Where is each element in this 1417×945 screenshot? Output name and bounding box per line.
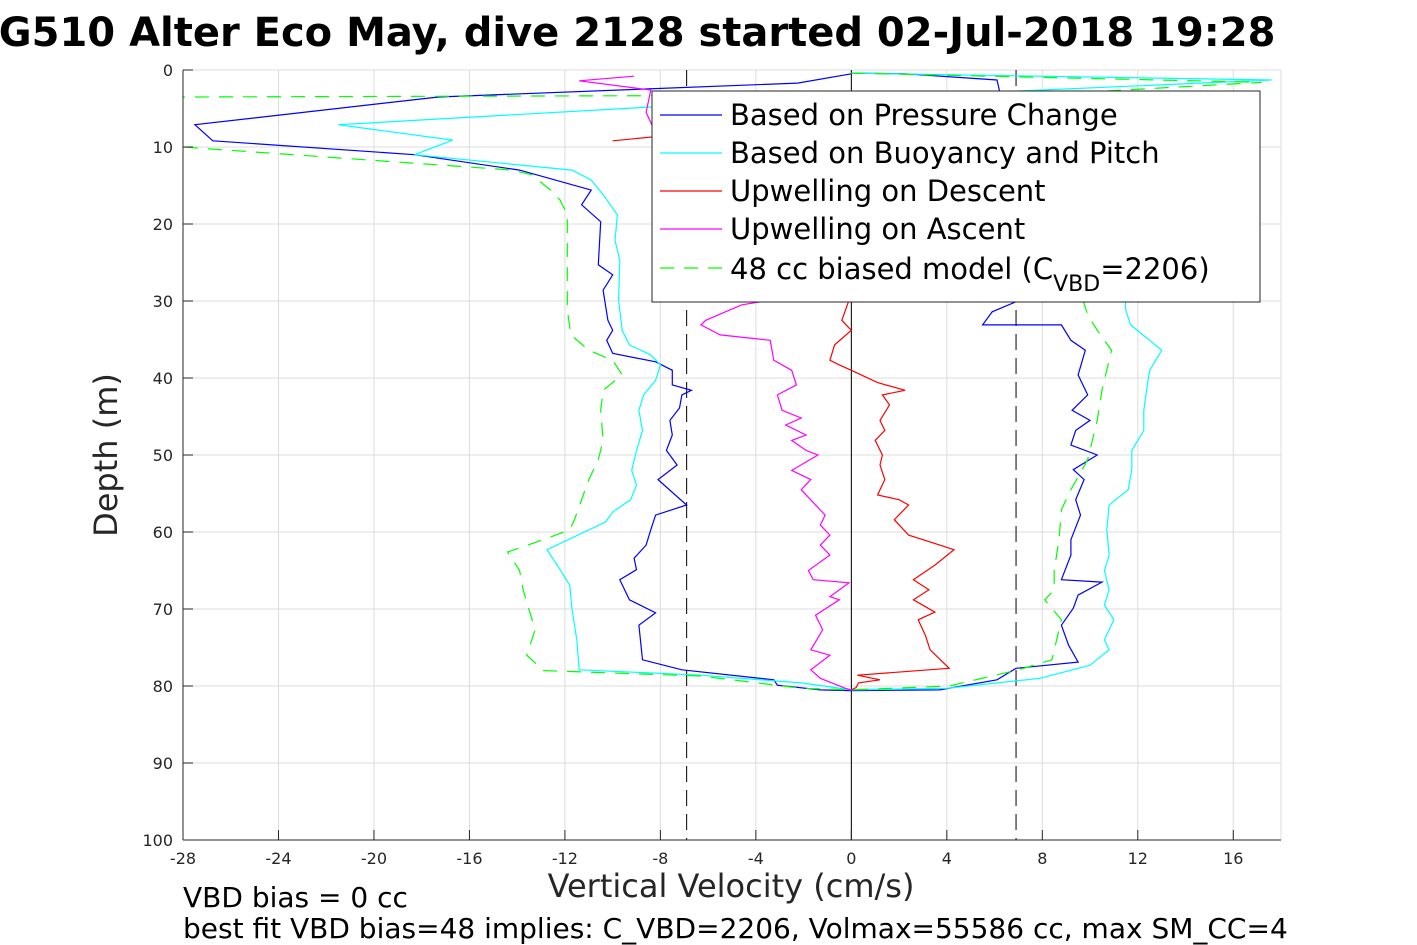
y-tick-label: 10 [153, 138, 173, 157]
y-tick-label: 90 [153, 754, 173, 773]
legend-label: Based on Pressure Change [730, 98, 1118, 132]
x-axis-label: Vertical Velocity (cm/s) [548, 867, 915, 905]
series-group [183, 72, 1272, 692]
y-tick-label: 30 [153, 292, 173, 311]
series-line-48-cc-biased-model-c-vbd-2206 [183, 72, 1262, 691]
y-tick-label: 50 [153, 446, 173, 465]
y-tick-label: 60 [153, 523, 173, 542]
series-line-upwelling-on-ascent [579, 75, 852, 691]
vbd-bias-note: VBD bias = 0 cc [183, 881, 408, 914]
legend-label: Upwelling on Ascent [730, 212, 1025, 246]
legend-label-model: 48 cc biased model (CVBD=2206) [730, 252, 1210, 297]
x-tick-label: -12 [552, 849, 578, 868]
x-tick-label: 8 [1037, 849, 1047, 868]
y-tick-label: 40 [153, 369, 173, 388]
chart-title: SG510 Alter Eco May, dive 2128 started 0… [0, 10, 1275, 56]
x-tick-label: -24 [265, 849, 291, 868]
y-tick-label: 70 [153, 600, 173, 619]
legend-label: Upwelling on Descent [730, 174, 1046, 208]
y-tick-label: 20 [153, 215, 173, 234]
y-axis-label: Depth (m) [87, 373, 125, 537]
series-line-based-on-buoyancy-and-pitch [338, 72, 1272, 691]
x-tick-label: 0 [846, 849, 856, 868]
axes: -28 -24 -20 -16 -12 -8 -4 0 4 8 12 16 0 10 20 30 40 50 60 7… [142, 61, 1281, 868]
x-tick-label: -8 [652, 849, 668, 868]
best-fit-note: best fit VBD bias=48 implies: C_VBD=2206… [183, 912, 1288, 945]
series-line-upwelling-on-descent [612, 130, 956, 691]
legend-label: Based on Buoyancy and Pitch [730, 136, 1160, 170]
x-tick-label: 4 [942, 849, 952, 868]
y-tick-label: 100 [142, 831, 173, 850]
series-line-based-on-pressure-change [193, 72, 1105, 692]
legend: 48 cc biased model (CVBD=2206) Based on … [651, 90, 1261, 303]
x-tick-label: -20 [361, 849, 387, 868]
x-tick-label: -16 [456, 849, 482, 868]
y-tick-label: 80 [153, 677, 173, 696]
x-tick-label: 16 [1223, 849, 1243, 868]
x-tick-label: -28 [170, 849, 196, 868]
y-tick-label: 0 [163, 61, 173, 80]
x-tick-label: 12 [1128, 849, 1148, 868]
x-tick-label: -4 [748, 849, 764, 868]
